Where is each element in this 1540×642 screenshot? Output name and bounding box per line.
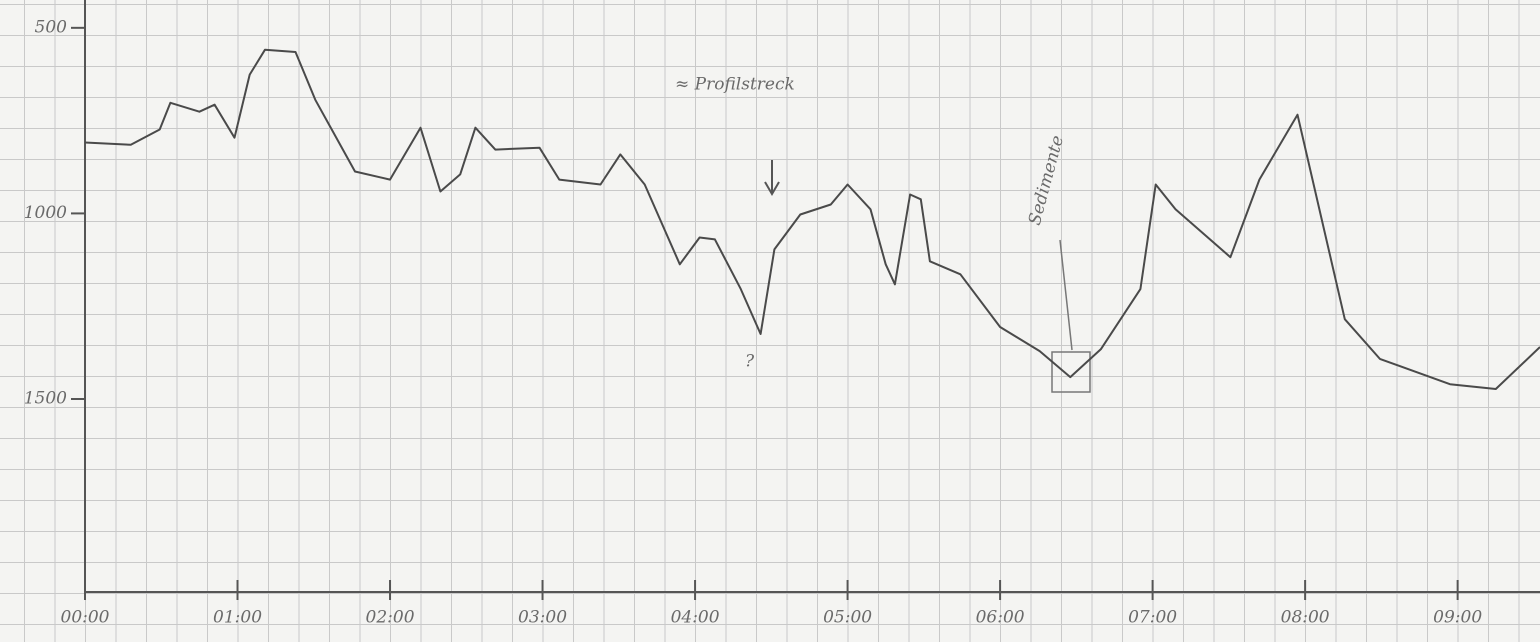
line — [84, 48, 1540, 390]
x-tick-label: 05:00 — [823, 608, 872, 628]
x-tick-label: 02:00 — [366, 608, 415, 628]
x-tick-label: 00:00 — [61, 608, 110, 628]
box — [1051, 351, 1091, 393]
x-tick-label: 04:00 — [671, 608, 720, 628]
annotation: ? — [745, 352, 755, 372]
x-tick-label: 03:00 — [518, 608, 567, 628]
x-tick-label: 09:00 — [1433, 608, 1482, 628]
pointer — [1059, 239, 1073, 351]
x-tick-label: 08:00 — [1281, 608, 1330, 628]
x-tick-label: 06:00 — [976, 608, 1025, 628]
x-tick-label: 07:00 — [1128, 608, 1177, 628]
y-tick-label: 1500 — [24, 388, 67, 408]
y-tick-label: 1000 — [24, 203, 67, 223]
arrow — [764, 160, 780, 196]
x-tick-label: 01:00 — [213, 608, 262, 628]
annotation: ≈ Profilstreck — [675, 75, 795, 95]
y-tick-label: 500 — [35, 17, 68, 37]
annotation: Sedimente — [1025, 133, 1068, 227]
